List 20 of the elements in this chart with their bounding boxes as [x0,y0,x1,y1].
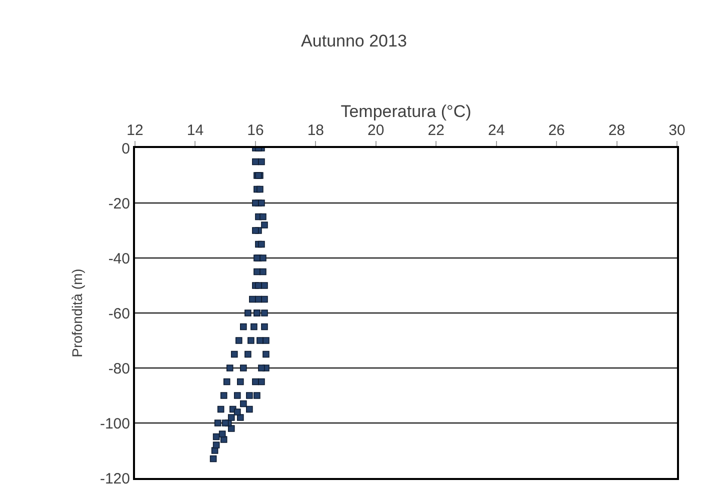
x-tick-label: 26 [548,122,565,139]
y-tick-label: -60 [108,305,130,322]
x-tick-label: 18 [307,122,324,139]
y-tick-label: -80 [108,360,130,378]
x-tick-label: 28 [608,122,626,139]
y-tick-label: -120 [100,470,130,488]
x-tick-label: 12 [126,122,144,139]
x-tick-label: 22 [428,122,444,139]
x-tick-label: 20 [368,122,384,139]
x-tick-label: 30 [668,122,686,139]
y-tick-label: -20 [108,195,130,212]
x-axis-title: Temperatura (°C) [340,102,472,122]
y-axis-title: Profondità (m) [69,268,86,358]
x-tick-label: 24 [488,122,505,139]
y-tick-label: -40 [108,250,130,268]
x-tick-label: 14 [186,122,204,139]
chart-title: Autunno 2013 [301,31,407,50]
x-tick-label: 16 [247,122,264,139]
y-tick-label: 0 [122,140,130,158]
y-tick-label: -100 [100,415,130,432]
